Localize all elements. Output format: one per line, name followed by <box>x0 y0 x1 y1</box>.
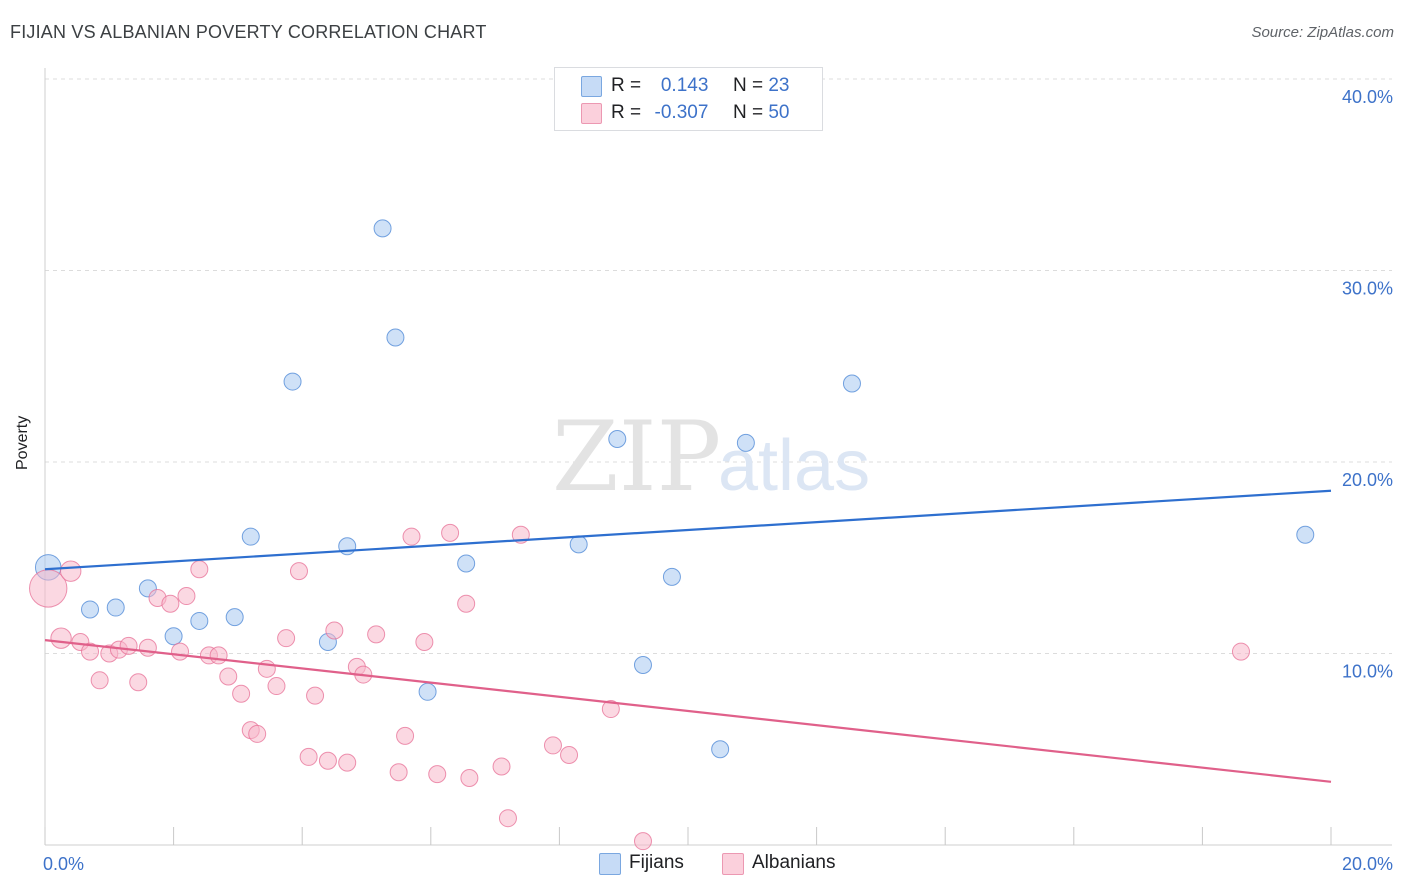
axes <box>44 68 1392 846</box>
albanian-point <box>138 638 157 657</box>
fijian-point <box>736 433 755 452</box>
albanian-point <box>428 765 447 784</box>
albanian-point <box>441 523 460 542</box>
albanians-r-label: R = <box>611 102 642 123</box>
fijian-point <box>569 535 588 554</box>
albanian-point <box>601 700 620 719</box>
albanian-point <box>171 642 190 661</box>
y-tick-label: 20.0% <box>1342 470 1393 490</box>
fijians-legend-label: Fijians <box>629 852 684 873</box>
albanian-point <box>457 594 476 613</box>
fijian-point <box>457 554 476 573</box>
x-tick-label: 0.0% <box>43 854 84 874</box>
albanian-point <box>177 587 196 606</box>
trend-lines <box>44 489 1332 783</box>
albanians-legend-swatch <box>722 853 744 875</box>
albanian-point <box>415 633 434 652</box>
fijians-r-label: R = <box>611 75 642 96</box>
albanian-point <box>60 560 82 582</box>
fijian-point <box>241 527 260 546</box>
fijian-point <box>711 740 730 759</box>
fijians-r-value: 0.143 <box>660 75 709 96</box>
albanian-trend-line <box>44 639 1332 783</box>
source-label: Source: ZipAtlas.com <box>1251 24 1394 41</box>
fijian-point <box>386 328 405 347</box>
albanians-r-value: -0.307 <box>654 102 709 123</box>
fijian-point <box>106 598 125 617</box>
albanian-point <box>289 562 308 581</box>
albanians-legend-label: Albanians <box>752 852 836 873</box>
albanian-point <box>338 753 357 772</box>
y-tick-label: 30.0% <box>1342 279 1393 299</box>
fijian-point <box>225 608 244 627</box>
albanian-point <box>633 832 652 851</box>
albanian-point <box>232 684 251 703</box>
correlation-legend: R = 0.143 N = 23 R = -0.307 N = 50 <box>554 67 823 131</box>
y-tick-label: 40.0% <box>1342 87 1393 107</box>
fijian-point <box>608 430 627 449</box>
fijian-point <box>1296 525 1315 544</box>
fijians-swatch <box>581 76 602 97</box>
albanian-point <box>318 751 337 770</box>
albanian-point <box>402 527 421 546</box>
albanian-point <box>498 809 517 828</box>
albanian-point <box>81 642 100 661</box>
albanian-point <box>492 757 511 776</box>
albanian-point <box>90 671 109 690</box>
chart-title: FIJIAN VS ALBANIAN POVERTY CORRELATION C… <box>10 22 487 42</box>
albanian-point <box>325 621 344 640</box>
albanian-point <box>389 763 408 782</box>
albanian-point <box>396 726 415 745</box>
fijians-n-value: 23 <box>768 75 790 96</box>
albanian-point <box>267 677 286 696</box>
fijian-point <box>842 374 861 393</box>
albanian-point <box>277 629 296 648</box>
x-tick-label: 20.0% <box>1342 854 1393 874</box>
fijian-point <box>190 611 209 630</box>
fijian-point <box>662 567 681 586</box>
albanian-point <box>1231 642 1250 661</box>
fijians-legend-swatch <box>599 853 621 875</box>
fijian-point <box>81 600 100 619</box>
x-tick-labels: 0.0% 20.0% <box>43 854 1393 874</box>
watermark: ZIP atlas <box>552 401 870 513</box>
fijian-point <box>283 372 302 391</box>
albanian-point <box>306 686 325 705</box>
fijian-point <box>164 627 183 646</box>
y-tick-labels: 10.0% 20.0% 30.0% 40.0% <box>1342 87 1393 682</box>
albanian-point <box>209 646 228 665</box>
gridlines <box>45 78 1392 654</box>
fijian-point <box>418 682 437 701</box>
albanian-point <box>299 747 318 766</box>
albanian-point <box>560 745 579 764</box>
watermark-zip: ZIP <box>552 401 721 513</box>
albanian-point <box>543 736 562 755</box>
albanian-point <box>161 594 180 613</box>
albanians-swatch <box>581 103 602 124</box>
albanians-n-value: 50 <box>768 102 790 123</box>
fijians-n-label: N = <box>732 75 764 96</box>
fijian-point <box>373 219 392 238</box>
albanian-point <box>248 724 267 743</box>
albanian-point <box>460 768 479 787</box>
albanians-n-label: N = <box>732 102 764 123</box>
albanian-point <box>50 627 72 649</box>
albanian-point <box>129 673 148 692</box>
albanian-point <box>119 636 138 655</box>
data-points <box>29 219 1315 851</box>
fijian-point <box>633 655 652 674</box>
albanian-point <box>219 667 238 686</box>
y-tick-label: 10.0% <box>1342 662 1393 682</box>
fijian-trend-line <box>44 489 1332 571</box>
albanian-point <box>367 625 386 644</box>
albanian-point <box>190 560 209 579</box>
